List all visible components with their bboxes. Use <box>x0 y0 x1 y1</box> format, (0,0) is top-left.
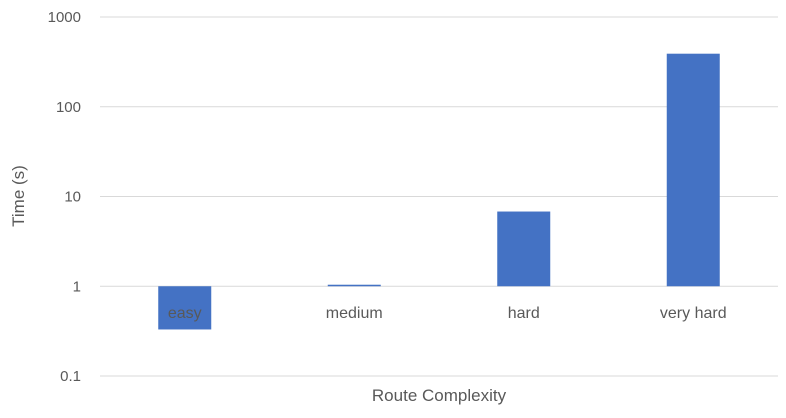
y-axis-title: Time (s) <box>9 165 28 227</box>
y-axis-ticks: 0.1 1 10 100 1000 <box>48 9 81 385</box>
bar-easy <box>158 286 212 330</box>
bar-hard <box>497 211 551 287</box>
x-axis-categories: easy medium hard very hard <box>168 305 727 322</box>
y-tick-label: 10 <box>64 189 81 206</box>
y-tick-label: 1000 <box>48 9 81 26</box>
bar-medium <box>327 284 381 287</box>
x-category-label: medium <box>326 305 383 322</box>
y-tick-label: 0.1 <box>60 368 81 385</box>
x-category-label: easy <box>168 305 202 322</box>
bar-very-hard <box>666 53 720 287</box>
x-category-label: hard <box>508 305 540 322</box>
x-category-label: very hard <box>660 305 727 322</box>
x-axis-title: Route Complexity <box>372 386 507 405</box>
bars <box>158 53 720 330</box>
y-tick-label: 100 <box>56 99 81 116</box>
y-tick-label: 1 <box>73 278 81 295</box>
gridlines <box>100 16 778 377</box>
